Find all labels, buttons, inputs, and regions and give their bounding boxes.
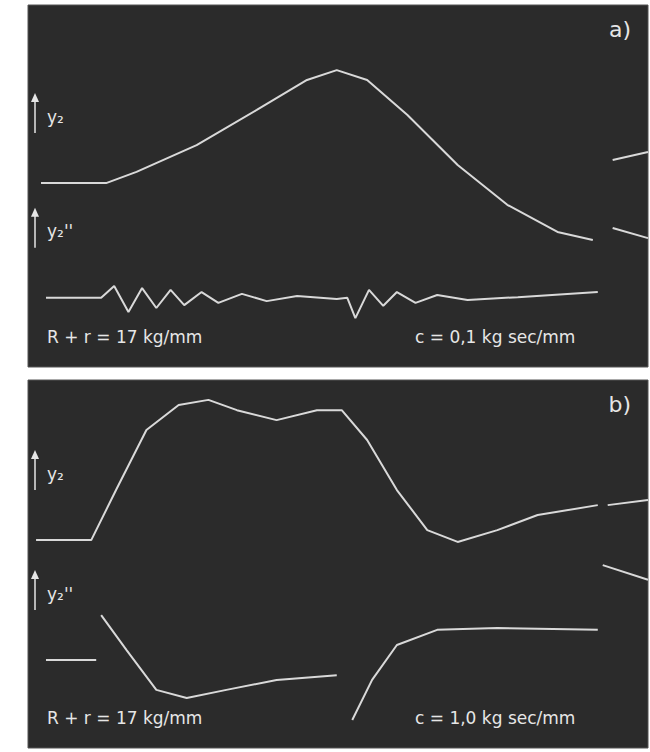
svg-text:b): b) (608, 392, 631, 417)
svg-text:R + r = 17 kg/mm: R + r = 17 kg/mm (47, 708, 202, 728)
svg-text:y₂: y₂ (47, 464, 64, 484)
svg-text:y₂'': y₂'' (47, 584, 73, 604)
svg-text:y₂: y₂ (47, 107, 64, 127)
svg-text:R + r = 17 kg/mm: R + r = 17 kg/mm (47, 327, 202, 347)
svg-text:c = 0,1 kg sec/mm: c = 0,1 kg sec/mm (415, 327, 575, 347)
svg-text:c = 1,0 kg sec/mm: c = 1,0 kg sec/mm (415, 708, 575, 728)
svg-text:a): a) (609, 17, 631, 42)
svg-text:y₂'': y₂'' (47, 221, 73, 241)
